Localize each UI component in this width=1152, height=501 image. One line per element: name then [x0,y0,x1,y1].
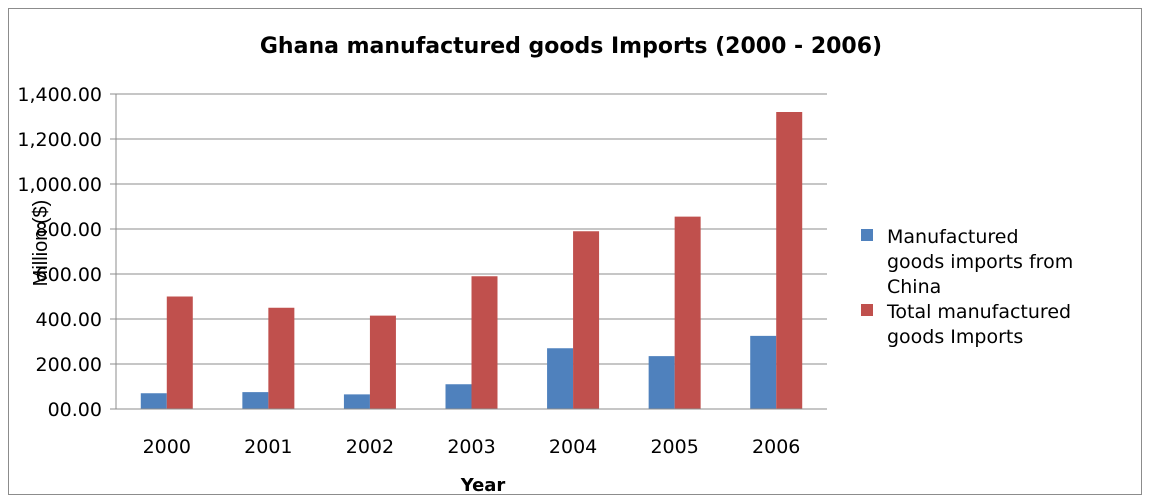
y-tick-label: 400.00 [36,309,102,331]
y-tick-labels: 00.00 200.00 400.00 600.00 800.00 1,000.00 1,2… [17,84,116,421]
x-tick-labels: 2000 2001 2002 2003 2004 2005 2006 [143,436,801,458]
bar-series-2-2002 [369,315,396,409]
bar-series-1-2000 [140,393,167,409]
y-tick-label: 200.00 [36,354,102,376]
bar-series-1-2001 [242,392,269,409]
y-tick-label: 00.00 [48,399,102,421]
y-tick-label: 1,400.00 [17,84,102,106]
y-tick-label: 600.00 [36,264,102,286]
bar-series-1-2003 [445,384,472,409]
x-tick-label: 2002 [346,436,394,458]
legend-label: goods Imports [887,326,1023,348]
bar-series-2-2003 [471,276,498,409]
bars [140,112,803,409]
chart-frame: Ghana manufactured goods Imports (2000 -… [8,8,1142,496]
legend-label: China [887,276,941,298]
bar-series-1-2002 [343,394,370,409]
x-tick-label: 2003 [447,436,495,458]
bar-series-2-2004 [573,231,600,409]
y-tick-label: 800.00 [36,219,102,241]
x-tick-label: 2005 [650,436,698,458]
x-axis-label: Year [460,475,506,496]
bar-series-1-2005 [648,356,675,409]
bar-series-2-2001 [268,307,295,409]
bar-series-2-2006 [776,112,803,409]
legend-label: Total manufactured [886,301,1071,323]
bar-series-2-2000 [166,296,193,409]
bar-series-1-2006 [750,335,777,409]
chart-title: Ghana manufactured goods Imports (2000 -… [260,34,882,59]
legend-swatch [861,304,873,316]
bar-series-2-2005 [674,216,701,409]
axes [115,94,827,410]
y-tick-label: 1,000.00 [17,174,102,196]
x-tick-label: 2006 [752,436,800,458]
y-tick-label: 1,200.00 [17,129,102,151]
x-tick-label: 2004 [549,436,597,458]
bar-series-1-2004 [547,348,574,409]
legend-swatch [861,229,873,241]
x-tick-label: 2001 [244,436,292,458]
chart: Ghana manufactured goods Imports (2000 -… [17,34,1073,496]
y-axis-label: Million ($) [30,200,52,287]
legend: Manufactured goods imports from China Total… [861,226,1073,348]
x-tick-label: 2000 [143,436,191,458]
legend-label: goods imports from [887,251,1073,273]
legend-label: Manufactured [887,226,1019,248]
